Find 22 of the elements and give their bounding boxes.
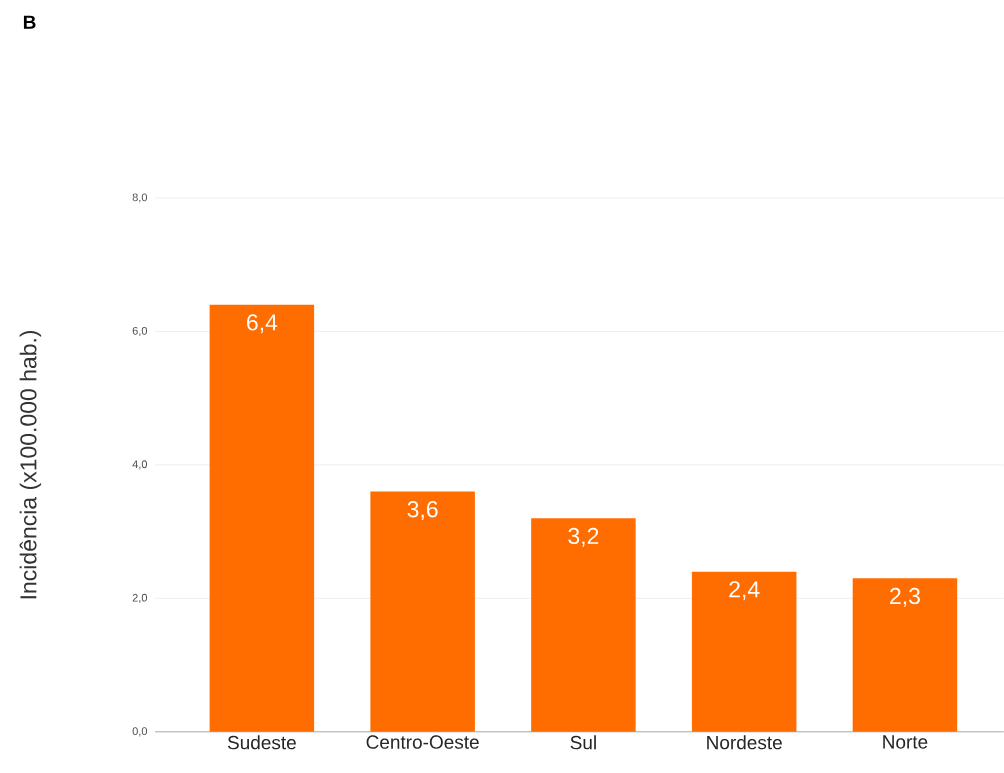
data-label: 3,6: [407, 501, 438, 521]
y-tick-label: 6,0: [132, 326, 148, 337]
y-axis-title: Incidência (x100.000 hab.): [19, 330, 42, 599]
data-label: 6,4: [247, 314, 278, 334]
bar: [852, 578, 958, 732]
chart-title: B: [23, 15, 36, 29]
bar: [531, 518, 636, 732]
x-tick-label: Sul: [570, 735, 596, 750]
x-tick-label: Sudeste: [227, 735, 296, 750]
data-label: 2,3: [890, 587, 920, 607]
data-label: 2,4: [729, 581, 760, 601]
bar: [691, 571, 797, 732]
x-tick-label: Nordeste: [707, 735, 782, 750]
y-tick-label: 0,0: [132, 727, 148, 737]
y-tick-label: 8,0: [132, 193, 148, 203]
data-label: 3,2: [568, 527, 599, 547]
bar: [209, 304, 315, 732]
x-tick-label: Norte: [883, 735, 928, 749]
x-tick-label: Centro-Oeste: [366, 735, 479, 749]
y-tick-label: 2,0: [132, 593, 148, 603]
y-tick-label: 4,0: [132, 460, 148, 470]
bar: [370, 491, 475, 732]
